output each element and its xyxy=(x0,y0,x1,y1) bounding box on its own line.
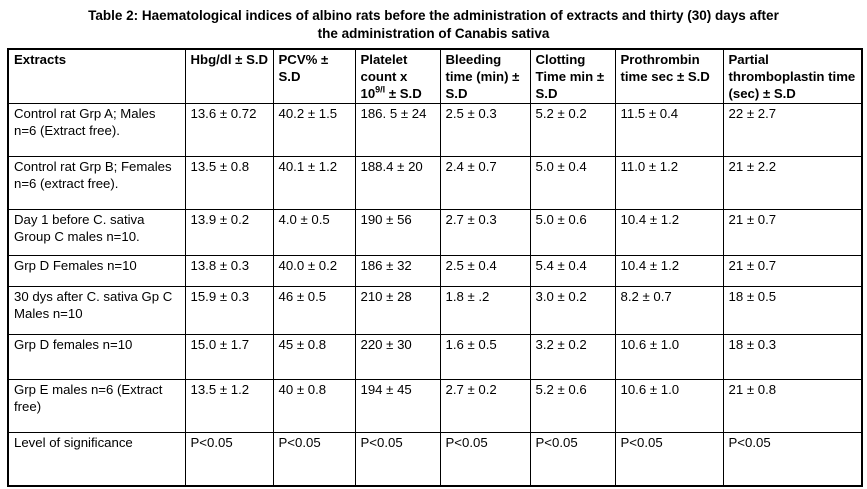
column-header-prothrombin: Prothrombin time sec ± S.D xyxy=(614,48,724,105)
table-row: 30 dys after C. sativa Gp C Males n=10 1… xyxy=(7,286,863,336)
table-cell: 11.5 ± 0.4 xyxy=(614,103,724,158)
table-cell: 40.0 ± 0.2 xyxy=(272,255,356,288)
table-cell: 18 ± 0.3 xyxy=(722,334,863,381)
table-cell: 21 ± 0.8 xyxy=(722,379,863,434)
table-cell: 30 dys after C. sativa Gp C Males n=10 xyxy=(7,286,186,336)
table-cell: 5.2 ± 0.6 xyxy=(529,379,616,434)
table-cell: 3.0 ± 0.2 xyxy=(529,286,616,336)
table-cell: P<0.05 xyxy=(722,432,863,487)
table-cell: 1.8 ± .2 xyxy=(439,286,531,336)
table-cell: Grp D Females n=10 xyxy=(7,255,186,288)
table-cell: 194 ± 45 xyxy=(354,379,441,434)
table-cell: 4.0 ± 0.5 xyxy=(272,209,356,257)
table-cell: 220 ± 30 xyxy=(354,334,441,381)
haematology-table: Extracts Hbg/dl ± S.D PCV% ± S.D Platele… xyxy=(7,48,863,487)
table-cell: 13.5 ± 1.2 xyxy=(184,379,274,434)
table-cell: 2.4 ± 0.7 xyxy=(439,156,531,211)
platelet-header-text: Platelet count x 10 xyxy=(360,52,408,102)
table-cell: 21 ± 2.2 xyxy=(722,156,863,211)
table-cell: 46 ± 0.5 xyxy=(272,286,356,336)
table-cell: 21 ± 0.7 xyxy=(722,255,863,288)
table-cell: 21 ± 0.7 xyxy=(722,209,863,257)
table-cell: 18 ± 0.5 xyxy=(722,286,863,336)
table-cell: 2.7 ± 0.2 xyxy=(439,379,531,434)
table-cell: Day 1 before C. sativa Group C males n=1… xyxy=(7,209,186,257)
table-cell: Control rat Grp A; Males n=6 (Extract fr… xyxy=(7,103,186,158)
table-cell: 188.4 ± 20 xyxy=(354,156,441,211)
table-cell: P<0.05 xyxy=(614,432,724,487)
table-cell: 10.4 ± 1.2 xyxy=(614,255,724,288)
table-row: Control rat Grp A; Males n=6 (Extract fr… xyxy=(7,103,863,158)
table-cell: 5.0 ± 0.6 xyxy=(529,209,616,257)
table-cell: 45 ± 0.8 xyxy=(272,334,356,381)
table-cell: P<0.05 xyxy=(439,432,531,487)
table-cell: P<0.05 xyxy=(272,432,356,487)
table-cell: P<0.05 xyxy=(184,432,274,487)
table-cell: 210 ± 28 xyxy=(354,286,441,336)
table-row: Level of significance P<0.05 P<0.05 P<0.… xyxy=(7,432,863,487)
column-header-partial: Partial thromboplastin time (sec) ± S.D xyxy=(722,48,863,105)
column-header-pcv: PCV% ± S.D xyxy=(272,48,356,105)
table-cell: 11.0 ± 1.2 xyxy=(614,156,724,211)
table-cell: 40.1 ± 1.2 xyxy=(272,156,356,211)
table-cell: 15.0 ± 1.7 xyxy=(184,334,274,381)
table-cell: 40 ± 0.8 xyxy=(272,379,356,434)
table-cell: 10.4 ± 1.2 xyxy=(614,209,724,257)
table-caption: Table 2: Haematological indices of albin… xyxy=(0,0,867,43)
table-cell: 13.5 ± 0.8 xyxy=(184,156,274,211)
table-cell: 186. 5 ± 24 xyxy=(354,103,441,158)
table-cell: 8.2 ± 0.7 xyxy=(614,286,724,336)
table-cell: 15.9 ± 0.3 xyxy=(184,286,274,336)
table-cell: 2.5 ± 0.3 xyxy=(439,103,531,158)
table-cell: Level of significance xyxy=(7,432,186,487)
column-header-bleeding: Bleeding time (min) ± S.D xyxy=(439,48,531,105)
table-row: Grp D Females n=10 13.8 ± 0.3 40.0 ± 0.2… xyxy=(7,255,863,288)
table-cell: 186 ± 32 xyxy=(354,255,441,288)
table-cell: 2.5 ± 0.4 xyxy=(439,255,531,288)
table-cell: 22 ± 2.7 xyxy=(722,103,863,158)
table-cell: 10.6 ± 1.0 xyxy=(614,334,724,381)
column-header-hbg: Hbg/dl ± S.D xyxy=(184,48,274,105)
table-row: Grp D females n=10 15.0 ± 1.7 45 ± 0.8 2… xyxy=(7,334,863,381)
table-cell: P<0.05 xyxy=(354,432,441,487)
platelet-header-suffix: ± S.D xyxy=(385,86,422,102)
platelet-header-superscript: 9/l xyxy=(375,84,386,95)
table-cell: Grp D females n=10 xyxy=(7,334,186,381)
table-cell: 5.4 ± 0.4 xyxy=(529,255,616,288)
table-cell: 13.9 ± 0.2 xyxy=(184,209,274,257)
table-cell: Grp E males n=6 (Extract free) xyxy=(7,379,186,434)
table-cell: 40.2 ± 1.5 xyxy=(272,103,356,158)
header-row: Extracts Hbg/dl ± S.D PCV% ± S.D Platele… xyxy=(7,48,863,105)
table-cell: 10.6 ± 1.0 xyxy=(614,379,724,434)
table-row: Control rat Grp B; Females n=6 (extract … xyxy=(7,156,863,211)
table-cell: 5.2 ± 0.2 xyxy=(529,103,616,158)
table-cell: 5.0 ± 0.4 xyxy=(529,156,616,211)
table-cell: 1.6 ± 0.5 xyxy=(439,334,531,381)
table-caption-line1: Table 2: Haematological indices of albin… xyxy=(88,8,779,23)
table-caption-line2: the administration of Canabis sativa xyxy=(317,26,550,42)
column-header-extracts: Extracts xyxy=(7,48,186,105)
column-header-platelet: Platelet count x 109/l ± S.D xyxy=(354,48,441,105)
table-row: Day 1 before C. sativa Group C males n=1… xyxy=(7,209,863,257)
table-cell: 13.8 ± 0.3 xyxy=(184,255,274,288)
table-cell: Control rat Grp B; Females n=6 (extract … xyxy=(7,156,186,211)
table-cell: 190 ± 56 xyxy=(354,209,441,257)
table-row: Grp E males n=6 (Extract free) 13.5 ± 1.… xyxy=(7,379,863,434)
table-cell: P<0.05 xyxy=(529,432,616,487)
table-cell: 13.6 ± 0.72 xyxy=(184,103,274,158)
table-cell: 3.2 ± 0.2 xyxy=(529,334,616,381)
column-header-clotting: Clotting Time min ± S.D xyxy=(529,48,616,105)
table-cell: 2.7 ± 0.3 xyxy=(439,209,531,257)
